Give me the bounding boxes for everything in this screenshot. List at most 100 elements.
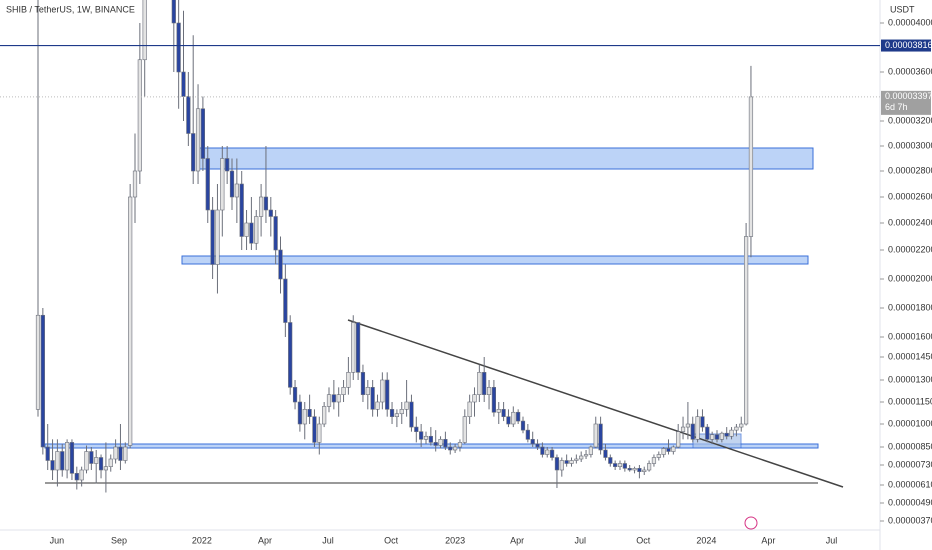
drawings	[44, 147, 844, 488]
y-tick-label: 0.00003200	[888, 115, 932, 125]
candle-body	[525, 429, 530, 440]
candle-body	[215, 209, 220, 265]
candle-body	[617, 463, 623, 467]
candle-body	[603, 449, 608, 458]
x-tick-label: Apr	[510, 535, 524, 545]
candle-body	[239, 183, 244, 237]
candle-body	[254, 216, 259, 244]
candle-body	[666, 448, 671, 452]
y-tick-label: 0.00001600	[888, 331, 932, 341]
candle-body	[569, 460, 574, 464]
candle-body	[724, 432, 729, 437]
y-tick-label: 0.00002800	[888, 165, 932, 175]
candle-body	[399, 409, 404, 415]
candle-body	[462, 416, 467, 443]
candle-body	[346, 372, 351, 388]
candle-body	[729, 429, 734, 437]
candle-body	[341, 387, 346, 395]
candle-body	[385, 379, 390, 410]
candle-body	[452, 446, 458, 451]
candle-body	[98, 457, 104, 471]
trend-line	[347, 319, 844, 488]
candle-body	[734, 426, 739, 431]
candle-body	[118, 446, 123, 461]
candle-body	[739, 423, 744, 428]
candle-body	[656, 454, 661, 458]
candle-body	[598, 423, 603, 451]
candle-body	[108, 458, 113, 467]
candle-body	[443, 439, 448, 448]
candle-body	[360, 372, 366, 395]
candle-body	[336, 394, 341, 403]
candle-body	[511, 411, 516, 425]
candle-body	[676, 431, 681, 448]
candle-body	[700, 416, 705, 428]
candle-body	[60, 451, 65, 471]
candle-body	[491, 387, 497, 413]
y-tick-label: 0.00001000	[888, 418, 932, 428]
candle-body	[65, 442, 70, 471]
candle-body	[205, 158, 210, 211]
candle-body	[326, 394, 332, 407]
candle-body	[559, 460, 564, 471]
candle-body	[501, 409, 506, 417]
candle-body	[132, 170, 138, 198]
candle-body	[89, 451, 94, 464]
candle-body	[506, 416, 511, 425]
candle-body	[297, 401, 303, 425]
candle-body	[579, 455, 584, 460]
candle-body	[50, 460, 55, 471]
candle-body	[103, 466, 108, 471]
candle-body	[433, 442, 438, 446]
candle-body	[176, 22, 181, 73]
candle-body	[516, 411, 521, 422]
candle-body	[278, 249, 283, 280]
candle-body	[564, 460, 569, 464]
candle-body	[457, 442, 463, 448]
candle-body	[574, 458, 579, 461]
candle-body	[312, 416, 317, 443]
candle-body	[195, 108, 201, 172]
candle-body	[74, 473, 79, 481]
candle-body	[200, 108, 206, 159]
candle-body	[317, 423, 322, 443]
candle-body	[685, 423, 690, 428]
candle-body	[608, 457, 613, 464]
candle-body	[593, 423, 598, 448]
candle-body	[714, 434, 720, 440]
candle-body	[55, 451, 60, 471]
y-tick-label: 0.00000490	[888, 497, 932, 507]
last-price-box	[881, 90, 931, 115]
candle-body	[637, 468, 642, 472]
x-tick-label: Jul	[322, 535, 334, 545]
candle-body	[171, 0, 176, 24]
candle-body	[472, 394, 477, 403]
candle-body	[94, 457, 99, 464]
candle-body	[84, 451, 89, 471]
candle-body	[671, 446, 676, 452]
candle-body	[181, 71, 186, 97]
candle-body	[365, 387, 370, 395]
candle-body	[710, 434, 715, 440]
y-tick-label: 0.00004000	[888, 17, 932, 27]
candle-body	[477, 372, 482, 395]
candles	[35, 0, 754, 493]
candle-body	[45, 446, 50, 461]
candle-body	[404, 401, 409, 410]
y-tick-label: 0.00000730	[888, 459, 932, 469]
zone	[181, 255, 809, 265]
candle-body	[394, 413, 400, 417]
candle-body	[292, 387, 298, 403]
candle-body	[370, 387, 375, 410]
candle-body	[530, 439, 535, 445]
candle-body	[646, 463, 652, 471]
candle-body	[331, 394, 336, 403]
candle-body	[123, 446, 128, 461]
candle-body	[220, 158, 225, 211]
zone	[196, 147, 814, 170]
candle-body	[283, 278, 288, 323]
candle-body	[137, 59, 142, 172]
candle-body	[355, 322, 361, 373]
